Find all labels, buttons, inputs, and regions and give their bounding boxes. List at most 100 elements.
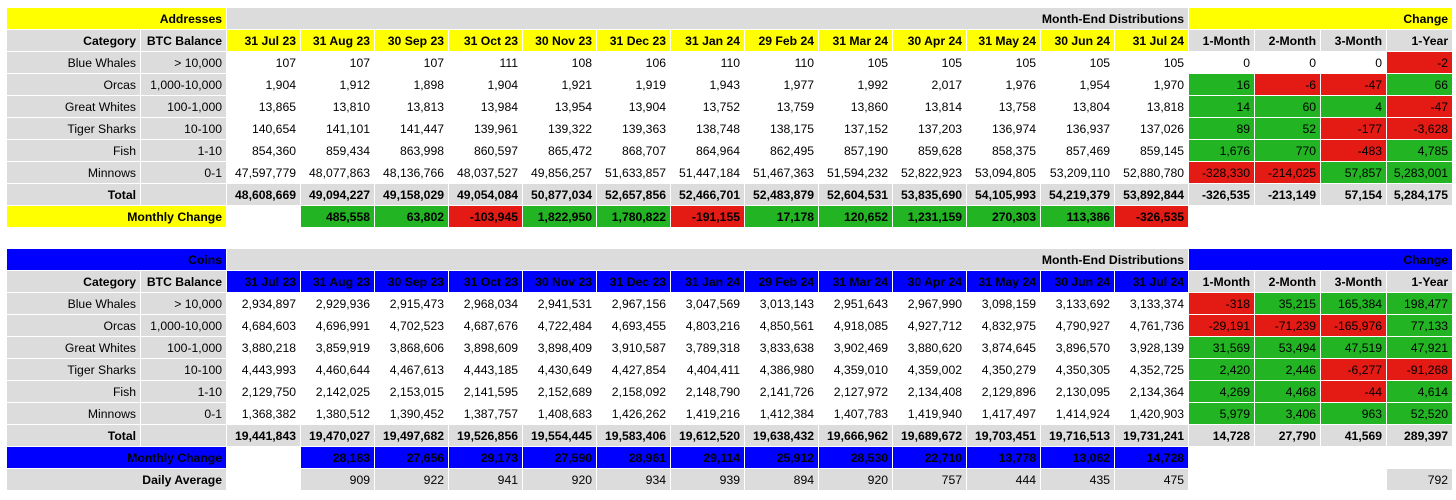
change-cell: 77,133 bbox=[1386, 314, 1454, 337]
row-category: Tiger Sharks bbox=[6, 358, 141, 381]
value-cell: 1,919 bbox=[596, 73, 672, 96]
table-row: Tiger Sharks 10-100 4,443,993 4,460,644 4,46… bbox=[6, 358, 1454, 381]
value-cell: 51,447,184 bbox=[670, 161, 746, 184]
value-cell: 4,832,975 bbox=[966, 314, 1042, 337]
monthly-change-cell: 28,183 bbox=[300, 446, 376, 469]
total-change-cell: 57,154 bbox=[1320, 183, 1388, 206]
daily-average-blank bbox=[1188, 468, 1256, 491]
value-cell: 138,175 bbox=[744, 117, 820, 140]
value-cell: 105 bbox=[892, 51, 968, 74]
total-label: Total bbox=[6, 183, 141, 206]
value-cell: 2,129,750 bbox=[226, 380, 302, 403]
change-cell: -483 bbox=[1320, 139, 1388, 162]
value-cell: 4,350,305 bbox=[1040, 358, 1116, 381]
value-cell: 1,898 bbox=[374, 73, 450, 96]
value-cell: 1,380,512 bbox=[300, 402, 376, 425]
daily-average-cell: 475 bbox=[1114, 468, 1190, 491]
value-cell: 1,417,497 bbox=[966, 402, 1042, 425]
daily-average-cell: 920 bbox=[818, 468, 894, 491]
change-cell: 4,468 bbox=[1254, 380, 1322, 403]
coins-title-row: Coins Month-End Distributions Change bbox=[5, 248, 1454, 271]
value-cell: 4,352,725 bbox=[1114, 358, 1190, 381]
change-cell: -214,025 bbox=[1254, 161, 1322, 184]
change-period-header: 2-Month bbox=[1254, 29, 1322, 52]
monthly-change-cell: 17,178 bbox=[744, 205, 820, 228]
value-cell: 105 bbox=[1114, 51, 1190, 74]
value-cell: 107 bbox=[300, 51, 376, 74]
value-cell: 2,142,025 bbox=[300, 380, 376, 403]
value-cell: 1,412,384 bbox=[744, 402, 820, 425]
change-header: Change bbox=[1188, 7, 1454, 30]
addresses-column-header-row: Category BTC Balance 31 Jul 23 31 Aug 23 30 … bbox=[6, 29, 1454, 52]
monthly-change-row: Monthly Change 485,558 63,802 -103,945 1,822… bbox=[5, 205, 1454, 228]
value-cell: 137,203 bbox=[892, 117, 968, 140]
change-cell: 0 bbox=[1320, 51, 1388, 74]
month-column-header: 31 Mar 24 bbox=[818, 270, 894, 293]
value-cell: 3,133,692 bbox=[1040, 292, 1116, 315]
value-cell: 4,684,603 bbox=[226, 314, 302, 337]
month-column-header: 31 Aug 23 bbox=[300, 29, 376, 52]
daily-average-empty bbox=[226, 468, 302, 491]
value-cell: 864,964 bbox=[670, 139, 746, 162]
row-category: Fish bbox=[6, 139, 141, 162]
daily-average-cell: 941 bbox=[448, 468, 524, 491]
value-cell: 3,902,469 bbox=[818, 336, 894, 359]
change-cell: 66 bbox=[1386, 73, 1454, 96]
change-cell: 5,979 bbox=[1188, 402, 1256, 425]
monthly-change-blank bbox=[1254, 446, 1322, 469]
value-cell: 1,992 bbox=[818, 73, 894, 96]
change-cell: 31,569 bbox=[1188, 336, 1256, 359]
change-period-header: 3-Month bbox=[1320, 29, 1388, 52]
value-cell: 3,880,620 bbox=[892, 336, 968, 359]
value-cell: 4,460,644 bbox=[300, 358, 376, 381]
addresses-title-row: Addresses Month-End Distributions Change bbox=[5, 7, 1454, 30]
value-cell: 140,654 bbox=[226, 117, 302, 140]
monthly-change-blank bbox=[1386, 205, 1454, 228]
value-cell: 136,937 bbox=[1040, 117, 1116, 140]
value-cell: 4,693,455 bbox=[596, 314, 672, 337]
month-column-header: 31 Mar 24 bbox=[818, 29, 894, 52]
monthly-change-cell: -103,945 bbox=[448, 205, 524, 228]
value-cell: 862,495 bbox=[744, 139, 820, 162]
value-cell: 139,961 bbox=[448, 117, 524, 140]
value-cell: 4,359,010 bbox=[818, 358, 894, 381]
value-cell: 1,414,924 bbox=[1040, 402, 1116, 425]
value-cell: 4,427,854 bbox=[596, 358, 672, 381]
value-cell: 4,696,991 bbox=[300, 314, 376, 337]
change-cell: 0 bbox=[1188, 51, 1256, 74]
monthly-change-cell: 63,802 bbox=[374, 205, 450, 228]
value-cell: 4,443,185 bbox=[448, 358, 524, 381]
change-cell: -47 bbox=[1320, 73, 1388, 96]
value-cell: 105 bbox=[966, 51, 1042, 74]
value-cell: 13,752 bbox=[670, 95, 746, 118]
value-cell: 2,148,790 bbox=[670, 380, 746, 403]
value-cell: 4,850,561 bbox=[744, 314, 820, 337]
row-balance: 1,000-10,000 bbox=[139, 73, 228, 96]
monthly-change-cell: 27,656 bbox=[374, 446, 450, 469]
value-cell: 13,758 bbox=[966, 95, 1042, 118]
total-value-cell: 52,466,701 bbox=[670, 183, 746, 206]
month-column-header: 30 Nov 23 bbox=[522, 270, 598, 293]
monthly-change-cell: 13,062 bbox=[1040, 446, 1116, 469]
value-cell: 1,426,262 bbox=[596, 402, 672, 425]
monthly-change-cell: 270,303 bbox=[966, 205, 1042, 228]
value-cell: 3,868,606 bbox=[374, 336, 450, 359]
value-cell: 49,856,257 bbox=[522, 161, 598, 184]
row-category: Fish bbox=[6, 380, 141, 403]
total-value-cell: 19,612,520 bbox=[670, 424, 746, 447]
total-change-cell: 289,397 bbox=[1386, 424, 1454, 447]
change-cell: -6 bbox=[1254, 73, 1322, 96]
change-period-header: 2-Month bbox=[1254, 270, 1322, 293]
value-cell: 13,954 bbox=[522, 95, 598, 118]
monthly-change-cell: -191,155 bbox=[670, 205, 746, 228]
monthly-change-cell: 14,728 bbox=[1114, 446, 1190, 469]
value-cell: 13,759 bbox=[744, 95, 820, 118]
value-cell: 2,951,643 bbox=[818, 292, 894, 315]
change-cell: 2,420 bbox=[1188, 358, 1256, 381]
month-column-header: 30 Jun 24 bbox=[1040, 270, 1116, 293]
value-cell: 4,430,649 bbox=[522, 358, 598, 381]
total-value-cell: 54,105,993 bbox=[966, 183, 1042, 206]
balance-column-header: BTC Balance bbox=[139, 29, 228, 52]
month-column-header: 30 Apr 24 bbox=[892, 29, 968, 52]
value-cell: 51,594,232 bbox=[818, 161, 894, 184]
